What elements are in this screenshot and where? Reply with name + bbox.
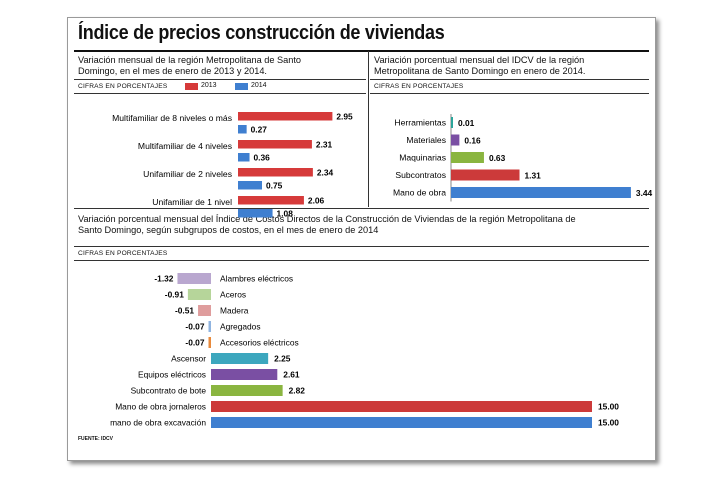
chart1-value-label: 2.31 <box>316 140 333 150</box>
panel1-rule2 <box>74 93 366 94</box>
panel1-subtitle-line1: Variación mensual de la región Metropoli… <box>78 55 302 65</box>
chart3-category-label: Accesorios eléctricos <box>220 338 299 348</box>
panel2-cifras: CIFRAS EN PORCENTAJES <box>374 83 464 90</box>
chart3-category-label: Agregados <box>220 322 261 332</box>
panel2-subtitle-line1: Variación porcentual mensual del IDCV de… <box>374 55 585 65</box>
chart1-category-label: Multifamiliar de 4 niveles <box>138 141 232 151</box>
chart1-bar <box>238 112 333 121</box>
chart3-value-label: -0.51 <box>175 306 194 316</box>
chart1-value-label: 1.08 <box>277 209 294 219</box>
chart3-value-label: 2.82 <box>289 386 306 396</box>
chart2-value-label: 1.31 <box>525 171 542 181</box>
chart2-bar <box>451 187 631 198</box>
panel1-subtitle-line2: Domingo, en el mes de enero de 2013 y 20… <box>78 66 267 76</box>
panel3-subtitle-line1: Variación porcentual mensual del Índice … <box>78 214 576 224</box>
chart3-bar <box>211 417 592 428</box>
chart1-bar <box>238 196 304 205</box>
chart1-bar <box>238 153 250 162</box>
chart3-value-label: 2.25 <box>274 354 291 364</box>
chart1-category-label: Unifamiliar de 1 nivel <box>152 197 232 207</box>
chart3-bar <box>211 385 283 396</box>
chart3-category-label: Mano de obra jornaleros <box>115 402 206 412</box>
chart3-category-label: mano de obra excavación <box>110 418 206 428</box>
legend-2014-label: 2014 <box>251 82 267 89</box>
chart1-value-label: 0.27 <box>251 125 268 135</box>
panel1-subtitle: Variación mensual de la región Metropoli… <box>78 55 368 77</box>
chart2-bar <box>451 134 460 146</box>
chart3-value-label: -0.91 <box>165 290 184 300</box>
panel1-rule <box>74 79 366 80</box>
panel3-subtitle: Variación porcentual mensual del Índice … <box>78 214 648 236</box>
chart3-bar <box>211 369 278 380</box>
chart2-category-label: Herramientas <box>394 118 446 128</box>
chart3-value-label: -1.32 <box>154 274 173 284</box>
chart3-category-label: Madera <box>220 306 249 316</box>
chart2-bar <box>451 169 520 181</box>
chart3-bar <box>187 289 211 300</box>
panel3-subtitle-line2: Santo Domingo, según subgrupos de costos… <box>78 225 379 235</box>
chart3-bar <box>211 353 269 364</box>
panel3-rule <box>74 246 649 247</box>
chart3-value-label: 15.00 <box>598 418 619 428</box>
charts-canvas: Multifamiliar de 8 niveles o más 2.95 0.27… <box>110 112 653 428</box>
chart1-value-label: 2.34 <box>317 168 334 178</box>
chart3-category-label: Subcontrato de bote <box>131 386 207 396</box>
chart2-bar <box>451 152 484 163</box>
chart1-value-label: 0.75 <box>266 181 283 191</box>
chart1-bar <box>238 209 273 218</box>
legend-2013-label: 2013 <box>201 82 217 89</box>
chart3-bar <box>198 305 211 316</box>
chart3-category-label: Equipos eléctricos <box>138 370 206 380</box>
panel2-subtitle-line2: Metropolitana de Santo Domingo en enero … <box>374 66 586 76</box>
chart3-value-label: 15.00 <box>598 402 619 412</box>
chart1-value-label: 2.95 <box>336 112 353 122</box>
chart2-category-label: Subcontratos <box>395 170 446 180</box>
title-rule <box>74 50 649 52</box>
chart1-bar <box>238 125 247 134</box>
chart2-bar <box>451 117 453 128</box>
chart1-category-label: Unifamiliar de 2 niveles <box>143 169 232 179</box>
chart2-category-label: Mano de obra <box>393 188 446 198</box>
page-title: Índice de precios construcción de vivien… <box>78 22 445 44</box>
legend-2013-swatch <box>185 83 198 90</box>
chart2-category-label: Maquinarias <box>399 153 446 163</box>
panel2-rule2 <box>370 93 649 94</box>
chart3-category-label: Ascensor <box>171 354 206 364</box>
chart1-bar <box>238 181 262 190</box>
chart3-bar <box>208 337 211 348</box>
panel3-top-rule <box>74 208 649 209</box>
chart3-value-label: -0.07 <box>185 322 204 332</box>
panel1-cifras: CIFRAS EN PORCENTAJES <box>78 83 168 90</box>
panel2-subtitle: Variación porcentual mensual del IDCV de… <box>374 55 649 77</box>
chart2-value-label: 0.63 <box>489 153 506 163</box>
chart3-category-label: Alambres eléctricos <box>220 274 293 284</box>
chart1-bar <box>238 140 312 149</box>
chart3-value-label: -0.07 <box>185 338 204 348</box>
chart1-value-label: 0.36 <box>254 153 271 163</box>
chart3-category-label: Aceros <box>220 290 246 300</box>
chart1-category-label: Multifamiliar de 8 niveles o más <box>112 113 232 123</box>
chart3-bar <box>177 273 211 284</box>
chart2-category-label: Materiales <box>406 135 446 145</box>
panel3-rule2 <box>74 260 649 261</box>
panel2-rule <box>370 79 649 80</box>
panel-divider <box>368 51 369 207</box>
chart1-value-label: 2.06 <box>308 196 325 206</box>
source-note: FUENTE: IDCV <box>78 436 113 442</box>
panel3-cifras: CIFRAS EN PORCENTAJES <box>78 250 168 257</box>
legend-2014-swatch <box>235 83 248 90</box>
chart1-bar <box>238 168 313 177</box>
chart3-bar <box>211 401 592 412</box>
chart2-value-label: 0.16 <box>464 136 481 146</box>
infographic-card: Índice de precios construcción de vivien… <box>67 17 656 461</box>
chart3-value-label: 2.61 <box>283 370 300 380</box>
chart2-value-label: 0.01 <box>458 118 475 128</box>
chart2-value-label: 3.44 <box>636 188 653 198</box>
chart3-bar <box>208 321 211 332</box>
